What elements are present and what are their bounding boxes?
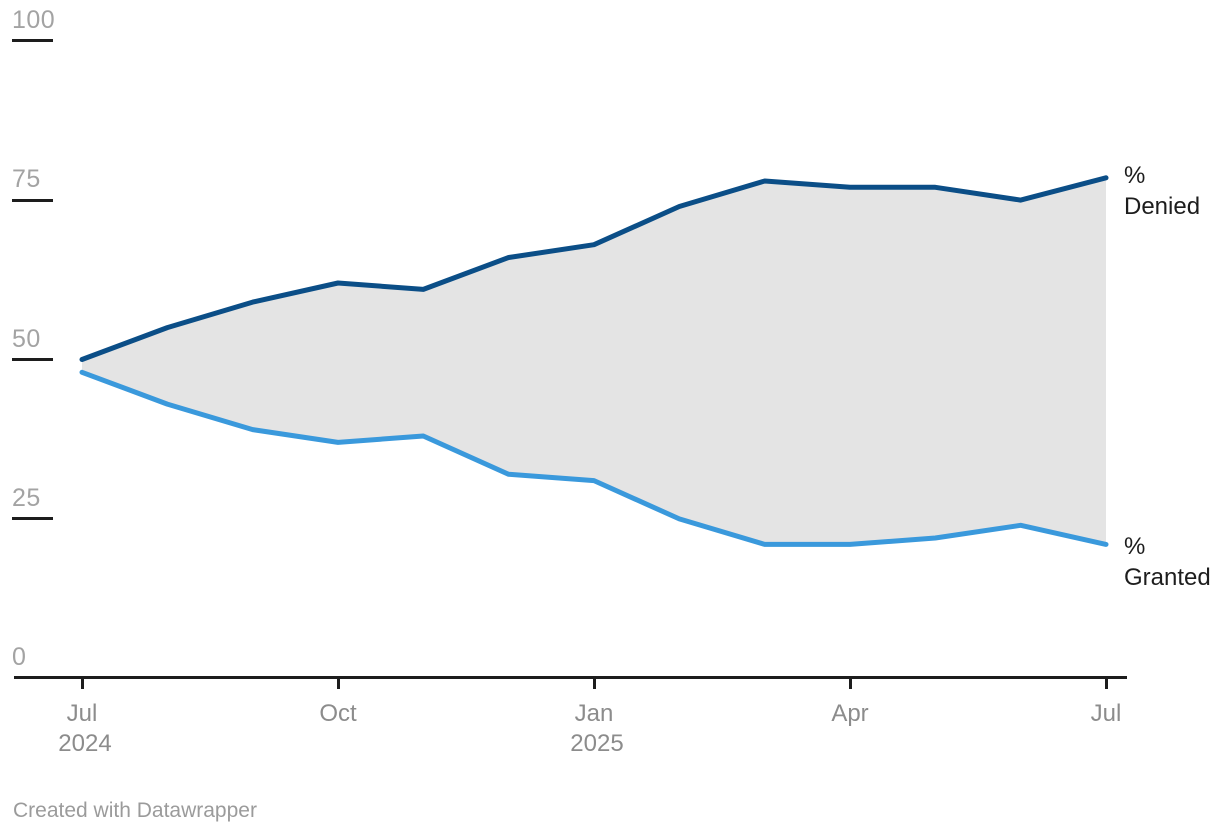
granted-label-name: Granted (1124, 564, 1211, 591)
denied-label-name: Denied (1124, 193, 1201, 220)
y-axis-tick-label: 50 (12, 324, 41, 353)
x-axis-tick-label: Jul (1090, 700, 1122, 727)
x-axis-year-label: 2025 (570, 730, 624, 757)
x-axis-tick-line (592, 679, 596, 689)
granted-label-symbol: % (1124, 533, 1146, 560)
granted-line-series (79, 369, 1109, 547)
y-axis-tick-label: 75 (12, 165, 41, 194)
x-axis-tick-line (848, 679, 852, 689)
y-axis-tick-label: 25 (12, 483, 41, 512)
x-axis-tick-label: Oct (319, 700, 357, 727)
x-axis-tick-line (336, 679, 340, 689)
denied-line-label: % Denied (1124, 160, 1200, 222)
y-axis-tick-line (12, 358, 53, 361)
datawrapper-attribution-link[interactable]: Created with Datawrapper (13, 799, 257, 822)
y-axis-tick-line (12, 198, 53, 202)
y-axis-tick-label: 100 (12, 5, 56, 34)
denied-label-symbol: % (1124, 162, 1146, 189)
x-axis-year-label: 2024 (58, 730, 112, 757)
x-axis-tick-label: Jul (66, 700, 98, 727)
y-axis-tick-line (12, 517, 53, 521)
denied-line-series (79, 175, 1109, 362)
y-axis-tick-line (12, 39, 53, 43)
y-axis-tick-label: 0 (12, 643, 27, 672)
x-axis-tick-line (1104, 679, 1108, 689)
granted-line-label: % Granted (1124, 531, 1211, 593)
x-axis-baseline (14, 676, 1127, 679)
x-axis-tick-label: Jan (574, 700, 614, 727)
area-between-lines (82, 177, 1106, 545)
x-axis-tick-label: Apr (831, 700, 869, 727)
x-axis-tick-line (80, 679, 84, 689)
